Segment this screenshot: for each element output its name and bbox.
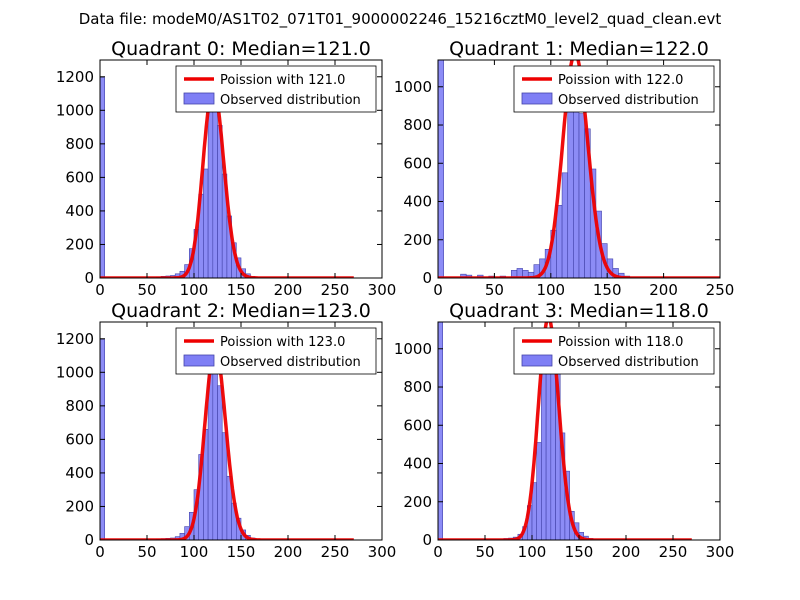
legend-bars-swatch	[183, 354, 215, 367]
legend-curve-label: Poission with 118.0	[558, 335, 683, 350]
y-tick-label: 0	[422, 531, 432, 549]
x-tick-label: 250	[321, 543, 350, 561]
histogram-bar	[221, 432, 228, 540]
y-tick-label: 600	[65, 168, 94, 186]
x-tick-label: 50	[137, 543, 156, 561]
histogram-bar	[556, 205, 563, 278]
legend-bars-label: Observed distribution	[558, 93, 699, 108]
figure-title: Data file: modeM0/AS1T02_071T01_90000022…	[79, 10, 722, 29]
histogram-bar	[567, 109, 574, 278]
axes-frame	[437, 59, 721, 279]
x-tick-label: 150	[227, 281, 256, 299]
histogram-bar	[536, 442, 542, 540]
poisson-curve	[438, 322, 692, 540]
legend-curve-label: Poission with 121.0	[220, 73, 345, 88]
x-tick-label: 100	[180, 281, 209, 299]
y-tick-label: 800	[65, 135, 94, 153]
y-tick-label: 600	[403, 416, 432, 434]
histogram-bar	[217, 385, 223, 540]
poisson-curve	[100, 346, 354, 540]
x-tick-label: 50	[137, 281, 156, 299]
plot-area	[438, 322, 692, 540]
x-tick-label: 250	[659, 543, 688, 561]
histogram-bar	[561, 172, 569, 278]
poisson-curve	[100, 85, 354, 278]
y-tick-label: 400	[65, 202, 94, 220]
x-tick-label: 300	[368, 281, 397, 299]
y-tick-label: 0	[422, 269, 432, 287]
histogram-bar	[573, 92, 580, 278]
y-tick-label: 800	[403, 378, 432, 396]
y-tick-label: 200	[65, 497, 94, 515]
x-tick-label: 250	[321, 281, 350, 299]
x-tick-label: 100	[536, 281, 565, 299]
histogram-bar	[203, 168, 209, 278]
chart-panel-3: 0 50 100 150 200 250 300 0 200 400 600 800 1000 Quadr…	[394, 300, 735, 561]
x-tick-label: 100	[180, 543, 209, 561]
y-tick-label: 200	[403, 231, 432, 249]
plot-area	[438, 60, 720, 278]
y-tick-label: 800	[65, 397, 94, 415]
chart-panel-2: 0 50 100 150 200 250 300 0 200 400 600 800 1000 1200 Q…	[56, 300, 397, 561]
y-tick-label: 1000	[56, 363, 94, 381]
x-tick-label: 50	[485, 281, 504, 299]
x-tick-label: 100	[518, 543, 547, 561]
legend-bars-swatch	[521, 92, 553, 105]
x-tick-label: 50	[475, 543, 494, 561]
x-tick-label: 200	[649, 281, 678, 299]
y-tick-label: 0	[84, 269, 94, 287]
legend-bars-label: Observed distribution	[220, 93, 361, 108]
histogram-bar	[212, 346, 218, 540]
y-tick-label: 1200	[56, 68, 94, 86]
chart-title: Quadrant 0: Median=121.0	[111, 38, 371, 60]
chart-panel-0: 0 50 100 150 200 250 300 0 200 400 600 800 1000 1200 Q…	[56, 38, 397, 299]
poisson-curve	[438, 60, 720, 278]
histogram-bar	[212, 84, 218, 278]
y-tick-label: 1000	[56, 101, 94, 119]
y-tick-label: 800	[403, 116, 432, 134]
legend-curve-label: Poission with 122.0	[558, 73, 683, 88]
x-tick-label: 200	[274, 281, 303, 299]
y-tick-label: 1200	[56, 330, 94, 348]
y-tick-label: 0	[84, 531, 94, 549]
x-tick-label: 300	[706, 543, 735, 561]
chart-panel-1: 0 50 100 150 200 250 0 200 400 600 800 1000 Quadrant…	[394, 38, 735, 299]
chart-title: Quadrant 3: Median=118.0	[449, 300, 709, 322]
chart-title: Quadrant 2: Median=123.0	[111, 300, 371, 322]
legend-bars-swatch	[521, 354, 553, 367]
x-tick-label: 0	[95, 281, 105, 299]
y-tick-label: 400	[65, 464, 94, 482]
y-tick-label: 400	[403, 193, 432, 211]
x-tick-label: 150	[565, 543, 594, 561]
y-tick-label: 600	[403, 154, 432, 172]
x-tick-label: 300	[368, 543, 397, 561]
y-tick-label: 200	[403, 493, 432, 511]
x-tick-label: 0	[433, 281, 443, 299]
x-tick-label: 200	[274, 543, 303, 561]
histogram-bar	[438, 60, 444, 278]
x-tick-label: 0	[95, 543, 105, 561]
x-tick-label: 250	[706, 281, 735, 299]
x-tick-label: 150	[593, 281, 622, 299]
y-tick-label: 200	[65, 235, 94, 253]
histogram-bar	[438, 322, 443, 540]
histogram-bar	[541, 371, 547, 540]
x-tick-label: 0	[433, 543, 443, 561]
x-tick-label: 150	[227, 543, 256, 561]
chart-title: Quadrant 1: Median=122.0	[449, 38, 709, 60]
histogram-bar	[578, 113, 585, 278]
histogram-bar	[207, 110, 214, 278]
y-tick-label: 1000	[394, 340, 432, 358]
y-tick-label: 600	[65, 430, 94, 448]
y-tick-label: 1000	[394, 78, 432, 96]
legend-bars-label: Observed distribution	[220, 355, 361, 370]
legend-curve-label: Poission with 123.0	[220, 335, 345, 350]
y-tick-label: 400	[403, 455, 432, 473]
legend-bars-swatch	[183, 92, 215, 105]
legend-bars-label: Observed distribution	[558, 355, 699, 370]
x-tick-label: 200	[612, 543, 641, 561]
